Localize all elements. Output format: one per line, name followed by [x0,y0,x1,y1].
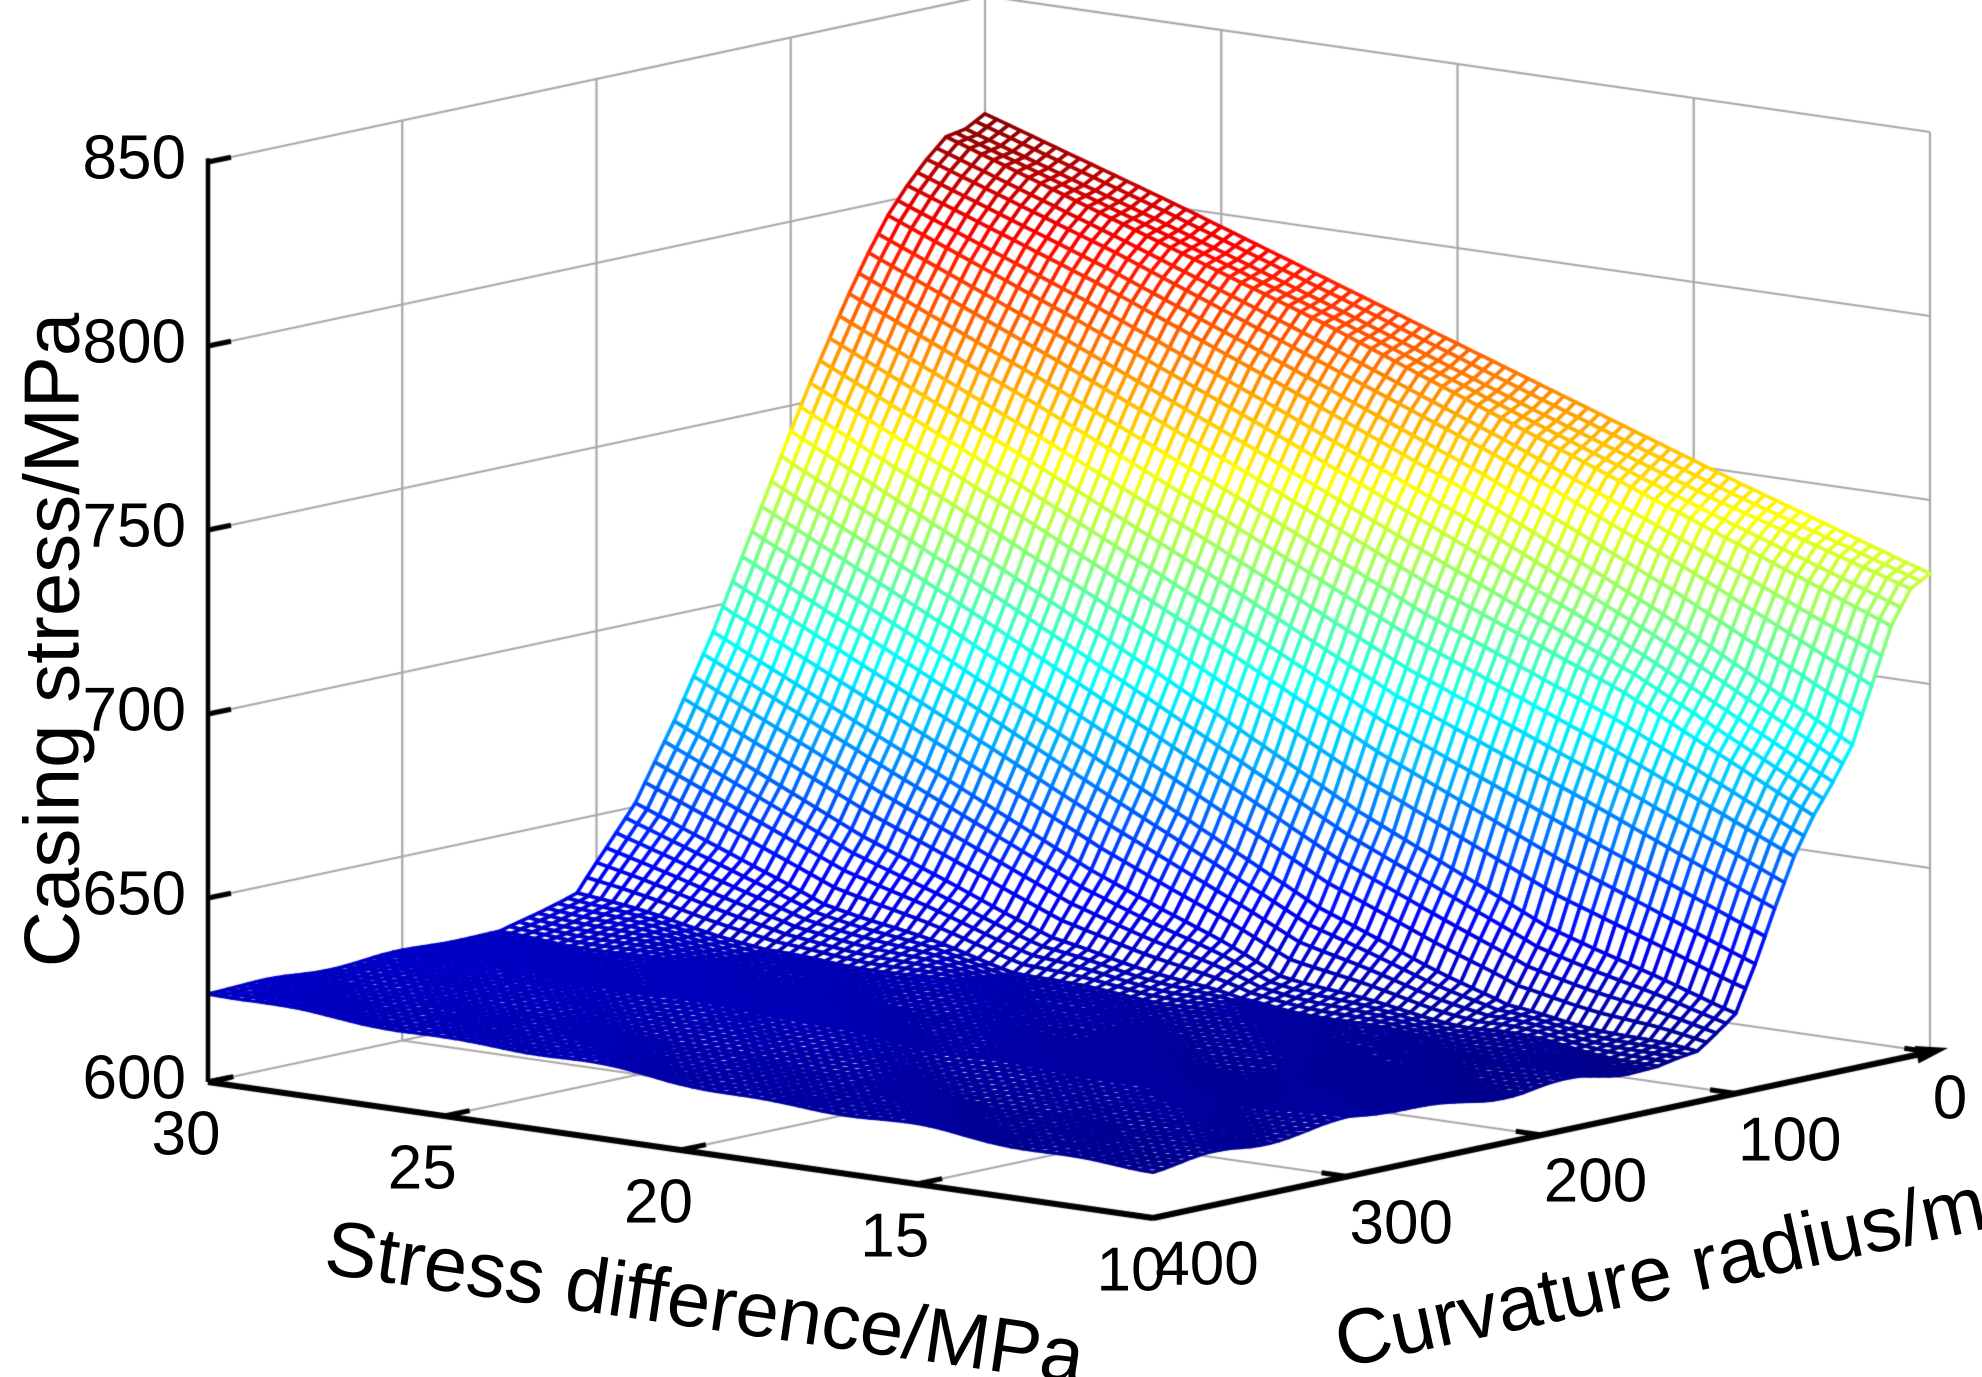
y-tick-label: 100 [1738,1105,1842,1174]
z-tick-label: 750 [82,491,186,561]
z-tick-label: 700 [82,675,186,745]
z-tick-label: 800 [82,307,186,377]
z-tick-label: 650 [82,859,186,929]
y-tick-label: 400 [1155,1229,1259,1299]
z-tick-label: 850 [82,123,186,193]
y-tick-label: 200 [1543,1146,1648,1216]
x-tick-label: 15 [860,1201,930,1271]
z-axis-title: Casing stress/MPa [7,312,96,968]
y-tick-label: 0 [1932,1063,1968,1133]
x-tick-label: 25 [387,1133,457,1203]
z-tick-label: 600 [82,1043,186,1113]
x-tick-label: 10 [1096,1235,1166,1305]
x-tick-label: 20 [624,1167,693,1237]
y-tick-label: 300 [1349,1188,1453,1257]
x-tick-label: 30 [151,1099,221,1169]
